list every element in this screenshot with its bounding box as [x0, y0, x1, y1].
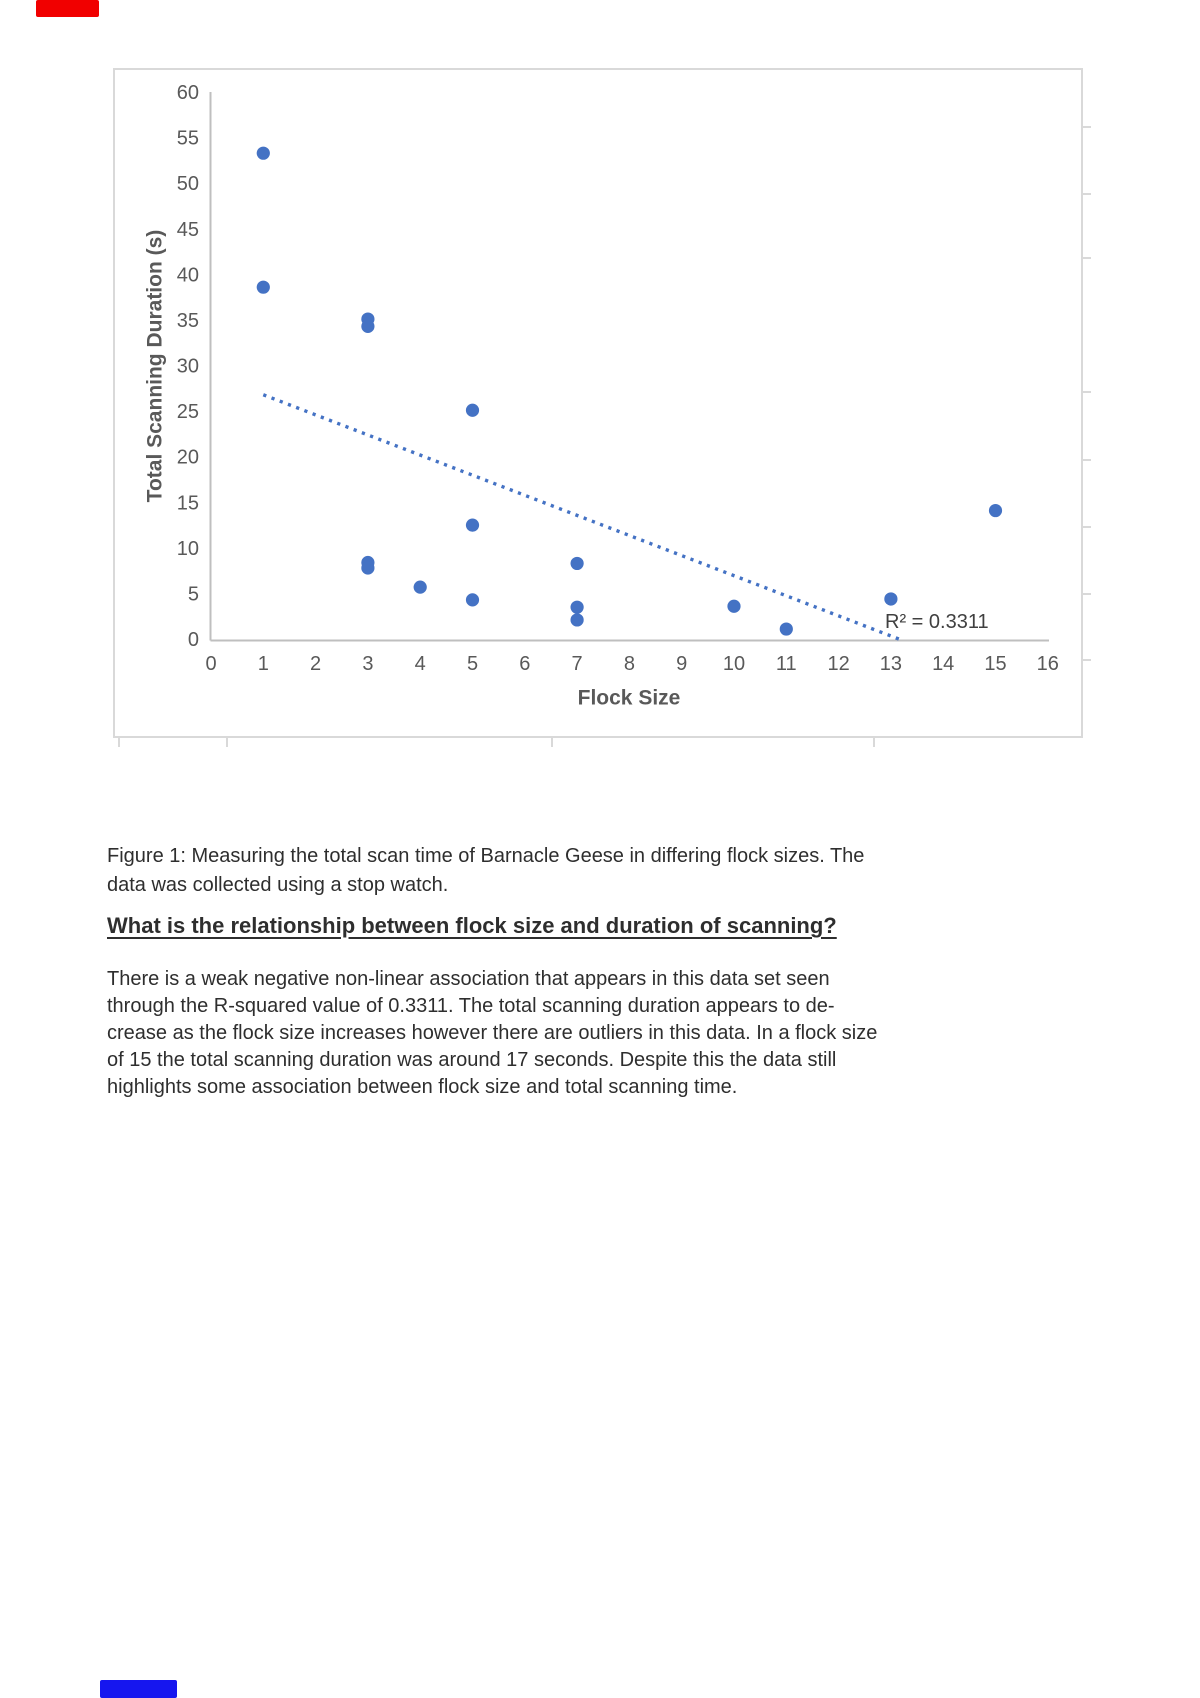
- chart-frame-border: [113, 68, 1083, 738]
- data-point: [570, 600, 584, 614]
- y-axis-tick-label: 40: [177, 264, 199, 286]
- data-point: [256, 146, 270, 160]
- x-axis-tick-label: 14: [932, 653, 954, 675]
- x-axis-tick-label: 10: [723, 653, 745, 675]
- y-axis-tick-label: 45: [177, 219, 199, 241]
- answer-paragraph-line: through the R-squared value of 0.3311. T…: [107, 995, 835, 1017]
- y-axis-tick-label: 25: [177, 401, 199, 423]
- figure-caption-line: data was collected using a stop watch.: [107, 874, 449, 896]
- x-axis-tick-label: 1: [258, 653, 269, 675]
- x-axis-tick-label: 3: [362, 653, 373, 675]
- x-axis-tick-label: 7: [572, 653, 583, 675]
- data-point: [465, 518, 480, 532]
- y-axis-tick-label: 10: [177, 538, 199, 560]
- figure-caption: Figure 1: Measuring the total scan time …: [107, 842, 1047, 900]
- answer-paragraph-line: There is a weak negative non-linear asso…: [107, 968, 830, 990]
- data-point: [413, 580, 427, 594]
- data-point: [570, 556, 584, 571]
- y-axis-tick-label: 30: [177, 356, 199, 378]
- data-point: [727, 599, 741, 613]
- y-axis-tick-label: 5: [188, 583, 199, 605]
- r-squared-label: R² = 0.3311: [885, 611, 989, 633]
- data-point: [570, 613, 584, 627]
- y-axis-tick-label: 55: [177, 128, 199, 150]
- answer-paragraph-line: crease as the flock size increases howev…: [107, 1022, 878, 1044]
- answer-paragraph: There is a weak negative non-linear asso…: [107, 966, 1067, 1101]
- y-axis-tick-label: 60: [177, 82, 199, 104]
- data-point: [884, 592, 898, 606]
- y-axis-title: Total Scanning Duration (s): [144, 230, 167, 503]
- y-axis-tick-label: 15: [177, 492, 199, 514]
- page-top-red-marker: [36, 0, 99, 17]
- x-axis-tick-label: 0: [205, 653, 216, 675]
- question-heading: What is the relationship between flock s…: [107, 913, 837, 938]
- scatter-chart-figure: 0 5 10 15 20 25 30 35 40 45 50 55 60 0 1 2 3 4 5 6 7 8 9 10 11 12…: [113, 68, 1103, 763]
- page-bottom-blue-marker: [100, 1680, 177, 1698]
- data-point: [779, 622, 793, 636]
- data-point: [361, 319, 375, 333]
- data-point: [256, 280, 270, 294]
- x-axis-tick-label: 4: [415, 653, 426, 675]
- figure-caption-line: Figure 1: Measuring the total scan time …: [107, 845, 865, 867]
- y-axis-tick-label: 0: [188, 629, 199, 651]
- x-axis-tick-label: 2: [310, 653, 321, 675]
- data-point: [465, 403, 480, 417]
- data-point: [988, 503, 1003, 518]
- y-axis-tick-label: 50: [177, 173, 199, 195]
- x-axis-tick-label: 15: [984, 653, 1006, 675]
- x-axis-tick-label: 16: [1037, 653, 1059, 675]
- x-axis-tick-label: 8: [624, 653, 635, 675]
- x-axis-tick-label: 5: [467, 653, 478, 675]
- data-point: [465, 593, 480, 607]
- x-axis-tick-label: 6: [519, 653, 530, 675]
- answer-paragraph-line: highlights some association between floc…: [107, 1076, 738, 1098]
- x-axis-tick-label: 12: [827, 653, 849, 675]
- answer-paragraph-line: of 15 the total scanning duration was ar…: [107, 1049, 837, 1071]
- x-axis-title: Flock Size: [578, 687, 681, 710]
- data-point: [361, 561, 375, 575]
- x-axis-tick-label: 9: [676, 653, 687, 675]
- x-axis-tick-label: 13: [880, 653, 902, 675]
- y-axis-tick-label: 20: [177, 447, 199, 469]
- y-axis-tick-label: 35: [177, 310, 199, 332]
- x-axis-tick-label: 11: [776, 653, 797, 675]
